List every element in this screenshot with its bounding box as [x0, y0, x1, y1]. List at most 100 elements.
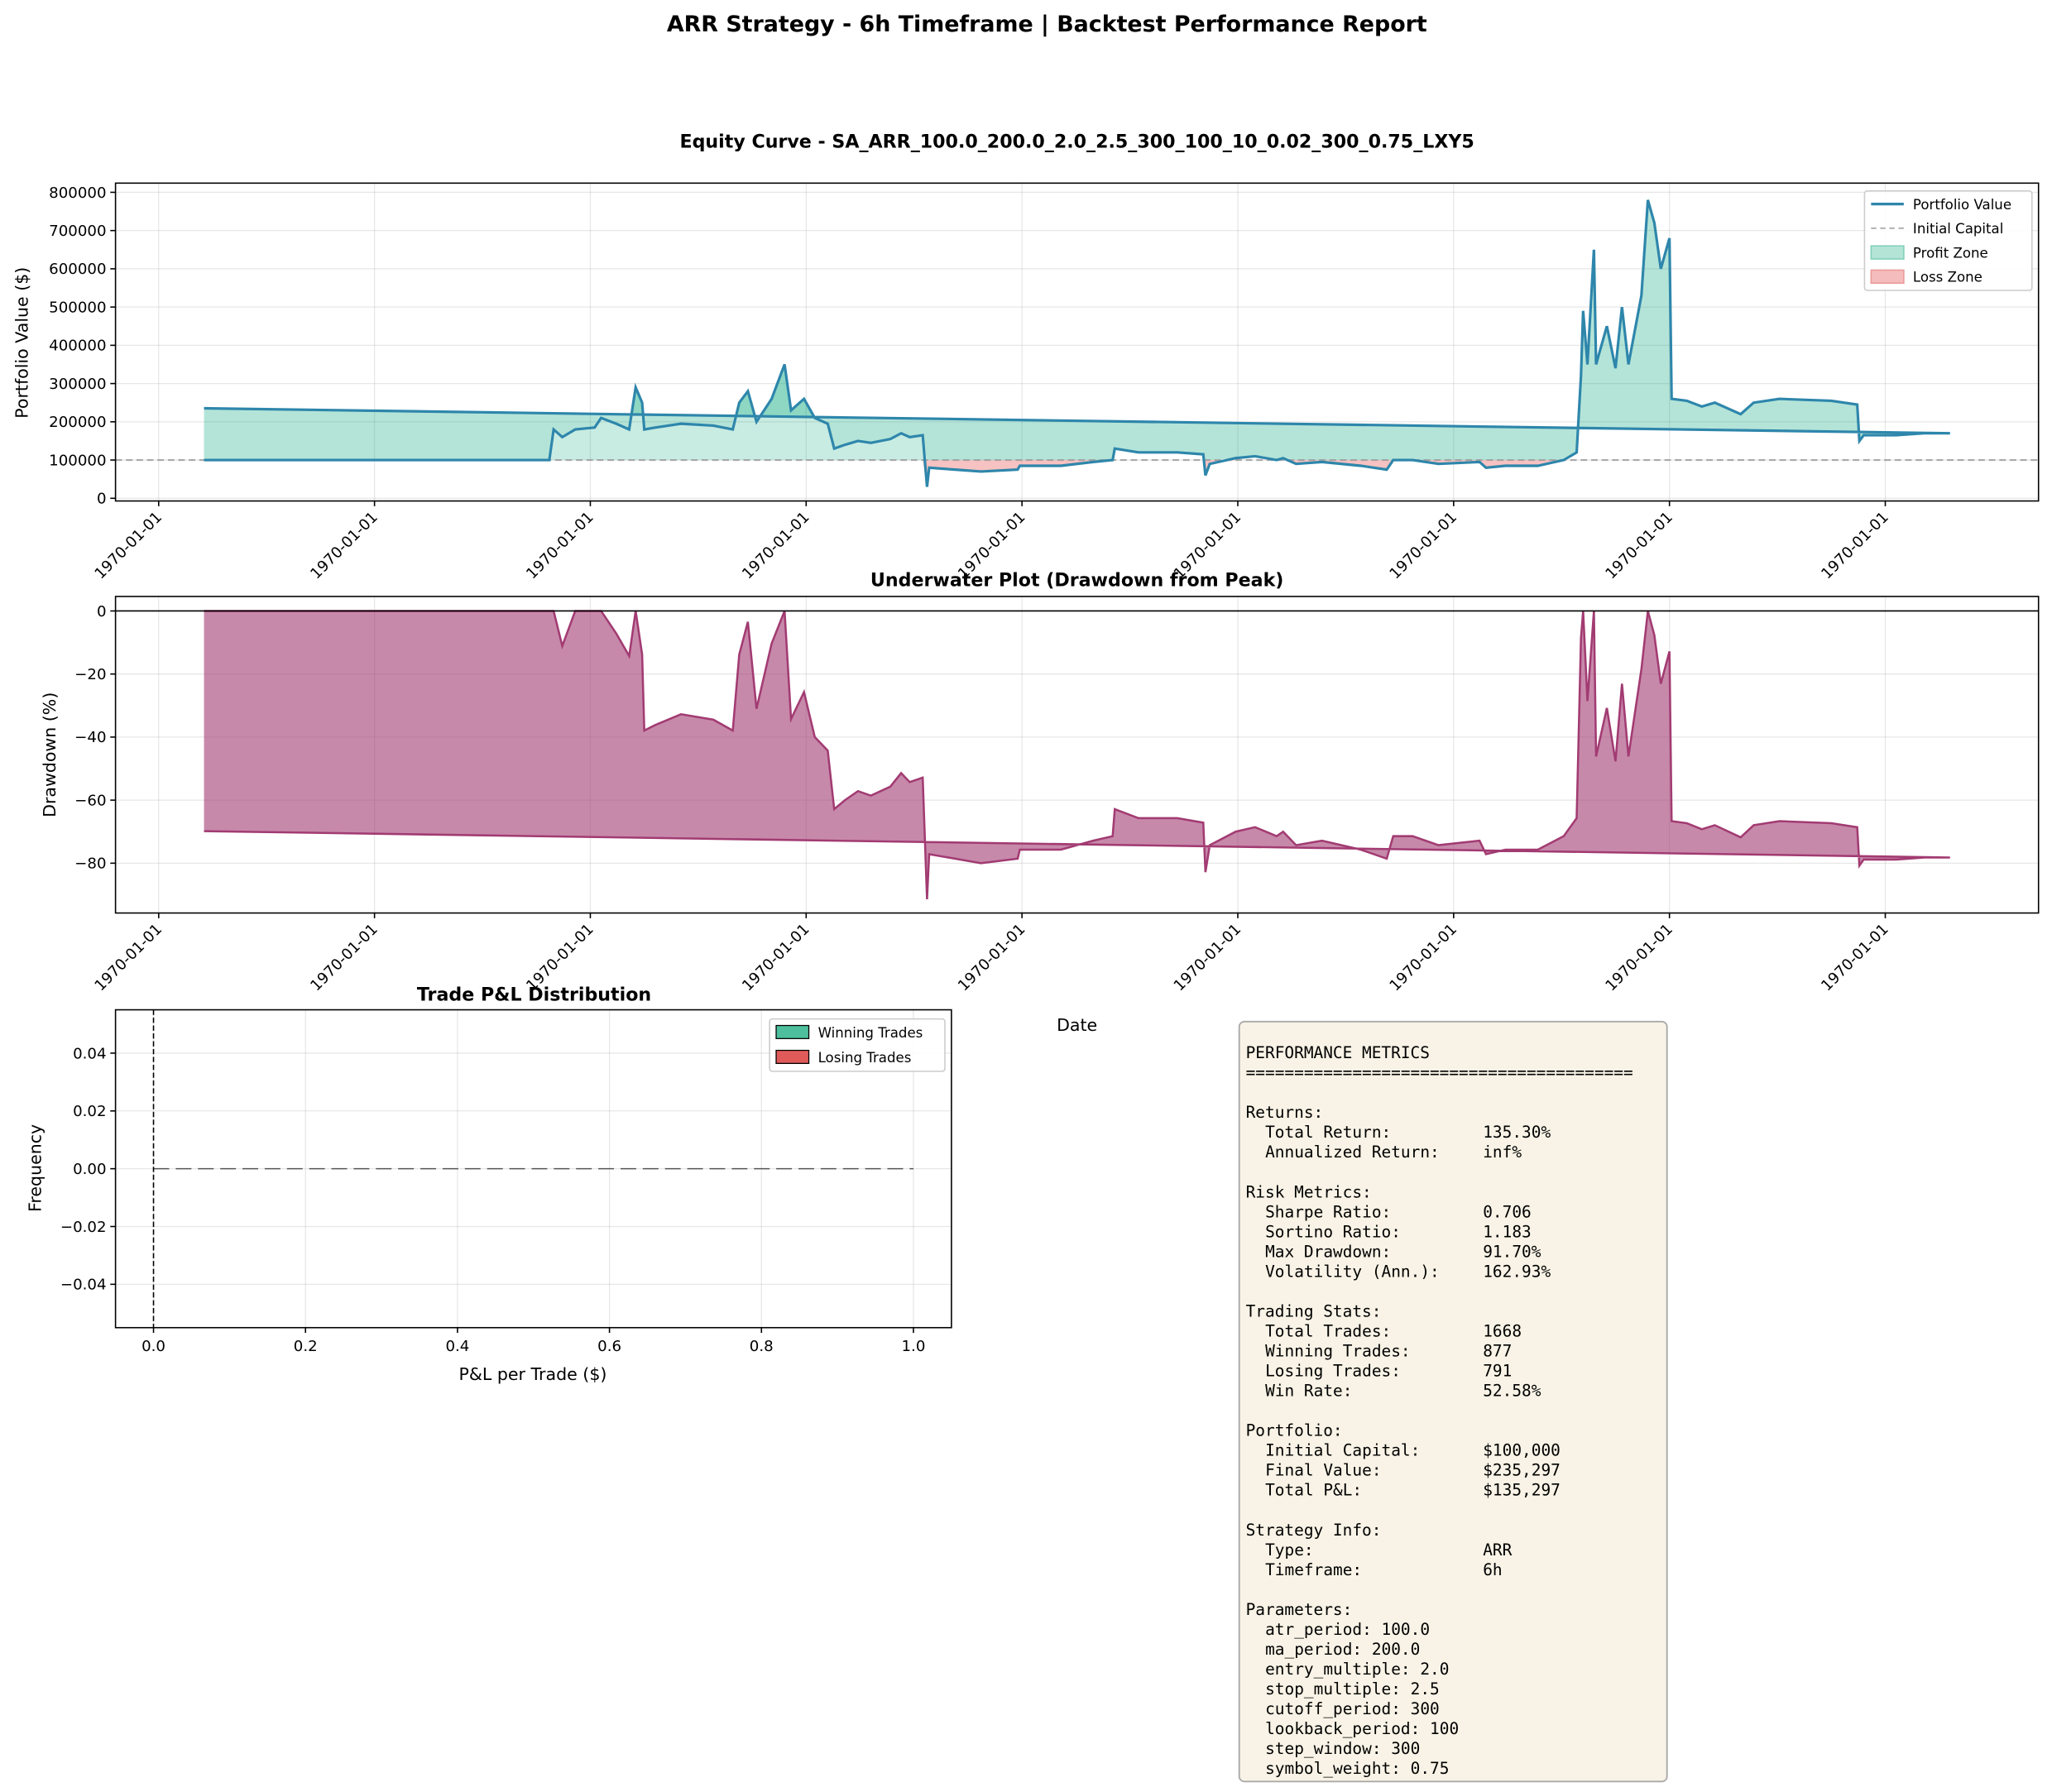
equity-xtick-label: 1970-01-01 — [307, 509, 381, 583]
pnl-distribution-chart: Trade P&L Distribution Frequency P&L per… — [25, 984, 952, 1384]
metrics-section-heading: Parameters: — [1246, 1600, 1353, 1619]
metric-value: 6h — [1483, 1560, 1502, 1579]
equity-ytick-label: 0 — [97, 491, 107, 508]
equity-ytick-label: 500000 — [49, 299, 106, 316]
pnl-xtick-label: 0.6 — [597, 1338, 621, 1355]
metric-label: Max Drawdown: — [1265, 1242, 1391, 1261]
drawdown-fill — [204, 611, 1950, 899]
metrics-section-heading: Trading Stats: — [1246, 1301, 1382, 1320]
metric-value: ARR — [1483, 1540, 1512, 1560]
metric-label: lookback_period: 100 — [1265, 1719, 1459, 1738]
underwater-xlabel: Date — [1057, 1015, 1097, 1035]
equity-xtick-label: 1970-01-01 — [739, 509, 813, 583]
pnl-ylabel: Frequency — [25, 1124, 45, 1212]
pnl-xlabel: P&L per Trade ($) — [458, 1364, 606, 1384]
underwater-xtick-label: 1970-01-01 — [739, 921, 813, 995]
underwater-xtick-label: 1970-01-01 — [1171, 921, 1245, 995]
pnl-xtick-label: 0.0 — [141, 1338, 165, 1355]
suptitle: ARR Strategy - 6h Timeframe | Backtest P… — [667, 12, 1427, 37]
losing-trades-legend-patch — [775, 1049, 810, 1065]
metric-value: inf% — [1483, 1143, 1522, 1162]
underwater-chart: Underwater Plot (Drawdown from Peak) Dra… — [40, 569, 2040, 1035]
metric-label: symbol_weight: 0.75 — [1265, 1759, 1449, 1778]
legend-label: Portfolio Value — [1913, 197, 2011, 213]
pnl-xtick-label: 0.8 — [750, 1338, 774, 1355]
metric-label: Sortino Ratio: — [1265, 1222, 1401, 1241]
legend-label: Profit Zone — [1913, 245, 1988, 261]
metric-label: Sharpe Ratio: — [1265, 1202, 1391, 1221]
metric-label: Total Trades: — [1265, 1321, 1391, 1340]
metric-label: Total Return: — [1265, 1123, 1391, 1142]
pnl-ytick-label: −0.04 — [60, 1277, 107, 1294]
legend-label: Losing Trades — [818, 1050, 912, 1066]
drawdown-line — [204, 610, 1950, 899]
metrics-section-heading: Returns: — [1246, 1103, 1324, 1122]
equity-curve-chart: Equity Curve - SA_ARR_100.0_200.0_2.0_2.… — [12, 132, 2040, 583]
underwater-xtick-label: 1970-01-01 — [1602, 921, 1676, 995]
metrics-title: PERFORMANCE METRICS — [1246, 1043, 1430, 1062]
metric-label: Final Value: — [1265, 1461, 1381, 1480]
underwater-ytick-label: 0 — [97, 603, 107, 620]
metric-value: 1.183 — [1483, 1222, 1532, 1241]
underwater-xtick-label: 1970-01-01 — [1818, 921, 1892, 995]
equity-xtick-label: 1970-01-01 — [1387, 509, 1461, 583]
metric-label: Win Rate: — [1265, 1382, 1352, 1401]
pnl-ytick-label: 0.00 — [73, 1161, 106, 1178]
equity-xtick-label: 1970-01-01 — [92, 509, 166, 583]
metric-label: ma_period: 200.0 — [1265, 1640, 1420, 1659]
legend-label: Winning Trades — [818, 1025, 923, 1041]
underwater-ytick-label: −40 — [74, 729, 106, 746]
loss-zone-legend-patch — [1870, 269, 1905, 285]
pnl-legend: Winning Trades Losing Trades — [769, 1018, 946, 1072]
metrics-section-heading: Portfolio: — [1246, 1421, 1343, 1440]
pnl-title: Trade P&L Distribution — [417, 984, 651, 1005]
equity-ylabel: Portfolio Value ($) — [12, 267, 32, 419]
equity-xtick-label: 1970-01-01 — [1818, 509, 1892, 583]
equity-ytick-label: 600000 — [49, 261, 106, 278]
underwater-xtick-label: 1970-01-01 — [1387, 921, 1461, 995]
underwater-xtick-label: 1970-01-01 — [307, 921, 381, 995]
underwater-ylabel: Drawdown (%) — [40, 692, 60, 817]
metric-value: 1668 — [1483, 1321, 1522, 1340]
pnl-ytick-label: 0.02 — [73, 1103, 106, 1120]
underwater-xtick-label: 1970-01-01 — [92, 921, 166, 995]
portfolio-value-line — [204, 199, 1950, 487]
metrics-box-background — [1238, 1020, 1668, 1783]
metric-value: 52.58% — [1483, 1382, 1541, 1401]
underwater-ytick-label: −60 — [74, 792, 106, 809]
underwater-axes-frame — [114, 596, 2040, 914]
metrics-section-heading: Strategy Info: — [1246, 1521, 1382, 1540]
equity-axes-frame — [114, 182, 2040, 502]
metric-label: Annualized Return: — [1265, 1143, 1440, 1162]
legend-box — [1863, 190, 2033, 291]
profit-zone-legend-patch — [1870, 245, 1905, 260]
metric-value: $235,297 — [1483, 1461, 1561, 1480]
equity-ytick-label: 200000 — [49, 414, 106, 431]
underwater-xtick-label: 1970-01-01 — [955, 921, 1029, 995]
metric-label: Losing Trades: — [1265, 1362, 1401, 1381]
pnl-ytick-label: 0.04 — [73, 1045, 106, 1062]
underwater-ytick-label: −80 — [74, 855, 106, 873]
profit-zone-fill — [204, 199, 1950, 461]
equity-legend: Portfolio Value Initial Capital Profit Zon… — [1863, 190, 2033, 291]
metric-label: cutoff_period: 300 — [1265, 1699, 1440, 1718]
metric-label: Timeframe: — [1265, 1560, 1362, 1579]
metric-label: Initial Capital: — [1265, 1441, 1420, 1460]
metric-value: $100,000 — [1483, 1441, 1561, 1460]
equity-ytick-label: 700000 — [49, 223, 106, 240]
equity-title: Equity Curve - SA_ARR_100.0_200.0_2.0_2.… — [679, 132, 1474, 153]
metric-value: 162.93% — [1483, 1262, 1551, 1281]
metric-label: Winning Trades: — [1265, 1342, 1411, 1361]
legend-label: Loss Zone — [1913, 270, 1982, 285]
metric-value: 135.30% — [1483, 1123, 1551, 1142]
metric-label: atr_period: 100.0 — [1265, 1620, 1430, 1639]
underwater-ytick-label: −20 — [74, 666, 106, 683]
metric-label: stop_multiple: 2.5 — [1265, 1679, 1440, 1699]
metric-value: 877 — [1483, 1342, 1512, 1361]
metric-label: Type: — [1265, 1540, 1314, 1560]
performance-metrics-box: PERFORMANCE METRICS=====================… — [1238, 1020, 1668, 1783]
equity-xtick-label: 1970-01-01 — [523, 509, 597, 583]
metrics-section-heading: Risk Metrics: — [1246, 1182, 1372, 1201]
legend-label: Initial Capital — [1913, 221, 2003, 237]
